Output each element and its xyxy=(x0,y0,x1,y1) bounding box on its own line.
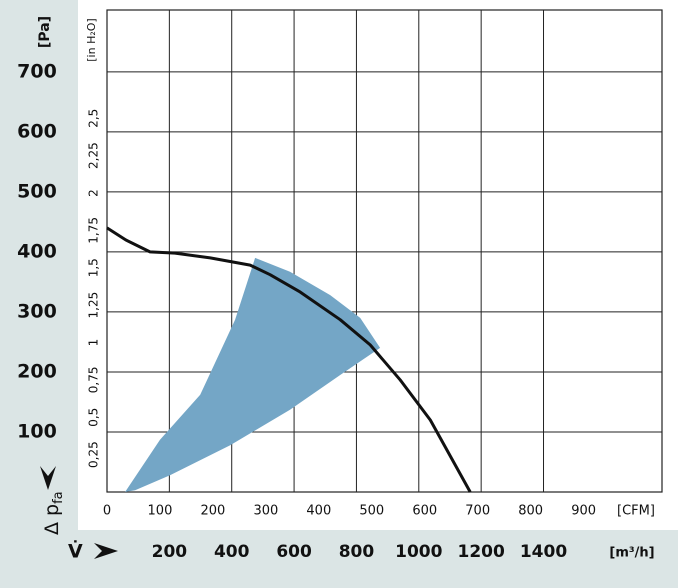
y-title-main: Δ p xyxy=(41,504,63,535)
y2-tick-label: 2 xyxy=(87,189,101,197)
y2-tick-label: 2,25 xyxy=(87,142,101,169)
y2-tick-label: 2,5 xyxy=(87,109,101,128)
x2-tick-label: 300 xyxy=(253,504,278,519)
y2-tick-label: 0,5 xyxy=(87,408,101,427)
x-tick-label: 400 xyxy=(214,542,250,562)
y2-tick-label: 1,75 xyxy=(87,217,101,244)
x-title: V̇ xyxy=(68,540,83,562)
y-tick-label: 100 xyxy=(17,420,57,442)
x2-tick-label: 400 xyxy=(306,504,331,519)
y-tick-label: 200 xyxy=(17,360,57,382)
y-arrow xyxy=(40,466,56,490)
x-arrow xyxy=(94,543,118,559)
x2-label: [CFM] xyxy=(617,504,655,519)
x2-tick-label: 100 xyxy=(148,504,173,519)
y-tick-label: 700 xyxy=(17,60,57,82)
y-title: Δ pfa xyxy=(41,491,66,535)
x-tick-label: 200 xyxy=(152,542,188,562)
curve xyxy=(106,226,472,493)
x-tick-label: 600 xyxy=(276,542,312,562)
y-title-sub: fa xyxy=(51,491,66,504)
y2-tick-label: 0,25 xyxy=(87,441,101,468)
y2-tick-label: 1,5 xyxy=(87,258,101,277)
x2-tick-label: 0 xyxy=(103,504,111,519)
x2-tick-label: 900 xyxy=(571,504,596,519)
x-tick-label: 1000 xyxy=(395,542,442,562)
left-panel xyxy=(0,0,78,588)
y-label: [Pa] xyxy=(37,16,53,48)
x-tick-label: 800 xyxy=(339,542,375,562)
y2-label: [in H₂O] xyxy=(85,18,98,61)
y-tick-label: 500 xyxy=(17,180,57,202)
x2-tick-label: 800 xyxy=(518,504,543,519)
y-tick-label: 300 xyxy=(17,300,57,322)
y2-tick-label: 1 xyxy=(87,339,101,347)
x-tick-label: 1200 xyxy=(457,542,504,562)
y2-tick-label: 0,75 xyxy=(87,367,101,394)
y2-tick-label: 1,25 xyxy=(87,292,101,319)
y-tick-label: 400 xyxy=(17,240,57,262)
bottom-panel xyxy=(0,530,678,588)
x2-tick-label: 500 xyxy=(359,504,384,519)
x2-tick-label: 200 xyxy=(201,504,226,519)
operating-area xyxy=(125,257,381,492)
y-tick-label: 600 xyxy=(17,120,57,142)
x2-tick-label: 600 xyxy=(412,504,437,519)
x-label: [m³/h] xyxy=(609,546,654,561)
x-tick-label: 1400 xyxy=(520,542,567,562)
x2-tick-label: 700 xyxy=(465,504,490,519)
